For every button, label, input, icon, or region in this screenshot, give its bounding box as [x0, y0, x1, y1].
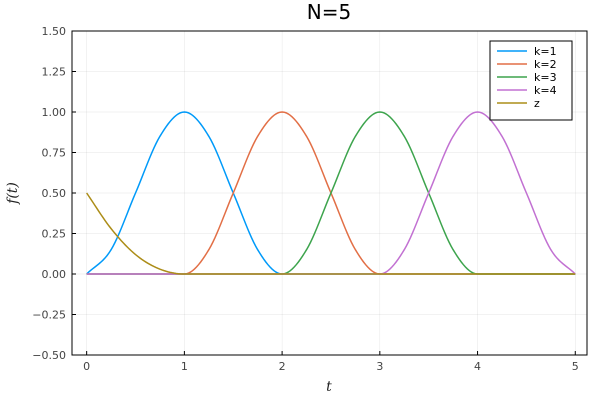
- x-tick-label: 5: [572, 360, 579, 373]
- x-axis-ticks: 0 1 2 3 4 5: [83, 351, 579, 373]
- legend-label-z: z: [534, 97, 540, 110]
- y-tick-label: 0.75: [42, 147, 67, 160]
- legend-label-k=1: k=1: [534, 45, 557, 58]
- legend-label-k=4: k=4: [534, 84, 557, 97]
- legend-label-k=3: k=3: [534, 71, 557, 84]
- legend-label-k=2: k=2: [534, 58, 557, 71]
- x-tick-label: 1: [181, 360, 188, 373]
- x-tick-label: 2: [279, 360, 286, 373]
- x-axis-label: t: [326, 379, 332, 395]
- y-tick-label: −0.25: [32, 309, 66, 322]
- chart-title: N=5: [307, 0, 351, 24]
- y-axis-ticks: −0.50 −0.25 0.00 0.25 0.50 0.75 1.00 1.25 1.50: [32, 25, 76, 362]
- y-tick-label: 0.25: [42, 228, 67, 241]
- legend: k=1k=2k=3k=4z: [489, 40, 573, 121]
- y-tick-label: 1.00: [42, 106, 67, 119]
- x-tick-label: 0: [83, 360, 90, 373]
- y-tick-label: −0.50: [32, 349, 66, 362]
- y-tick-label: 1.25: [42, 66, 67, 79]
- y-tick-label: 1.50: [42, 25, 67, 38]
- y-axis-label: f(t): [5, 182, 21, 205]
- x-tick-label: 4: [474, 360, 481, 373]
- x-tick-label: 3: [376, 360, 383, 373]
- series-line-z: [86, 192, 576, 275]
- y-tick-label: 0.50: [42, 187, 67, 200]
- y-tick-label: 0.00: [42, 268, 67, 281]
- series-group: [86, 111, 576, 275]
- legend-box: [489, 40, 573, 121]
